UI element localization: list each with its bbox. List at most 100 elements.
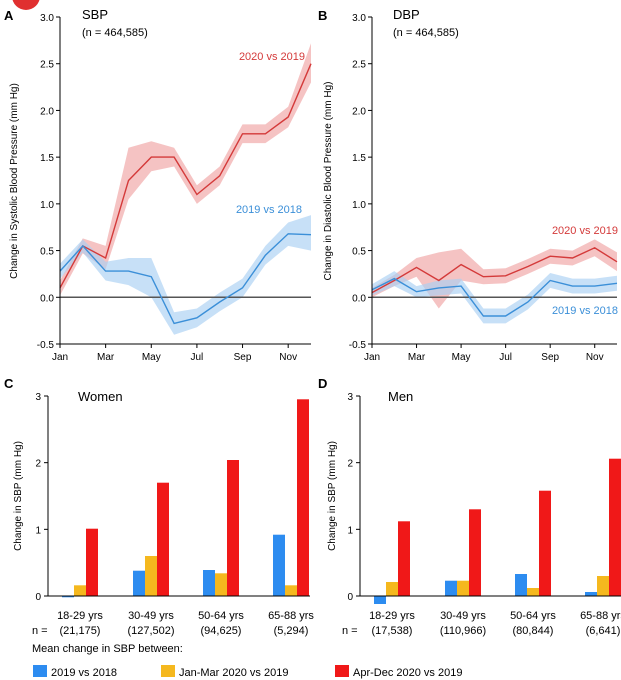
bar (203, 570, 215, 596)
x-tick-label: Mar (97, 352, 115, 363)
panel-c-title: Women (78, 389, 123, 404)
y-tick-label: 0.5 (40, 247, 54, 258)
category-label: 18-29 yrs (369, 610, 415, 622)
bar (215, 573, 227, 596)
panel-d-letter: D (318, 376, 327, 391)
y-tick-label: -0.5 (37, 340, 55, 351)
panel-d-n-label: n = (342, 625, 358, 637)
bar (609, 458, 621, 596)
y-tick-label: 0 (347, 592, 353, 603)
panel-d-ylabel: Change in SBP (mm Hg) (327, 441, 338, 551)
bar (86, 528, 98, 596)
x-tick-label: May (452, 352, 471, 363)
series-label: 2019 vs 2018 (552, 305, 618, 317)
y-tick-label: -0.5 (349, 340, 367, 351)
category-label: 65-88 yrs (580, 610, 621, 622)
n-count-label: (5,294) (274, 625, 309, 637)
bar (527, 588, 539, 596)
bar (445, 580, 457, 596)
y-tick-label: 1.5 (40, 153, 54, 164)
series-line-red (371, 247, 618, 294)
bar (227, 460, 239, 596)
y-tick-label: 2.5 (40, 60, 54, 71)
n-count-label: (21,175) (60, 625, 101, 637)
panel-b: B DBP (n = 464,585) Change in Diastolic … (318, 7, 618, 363)
ci-band-blue (60, 215, 311, 335)
x-tick-label: Nov (279, 352, 297, 363)
panel-c-n-label: n = (32, 625, 48, 637)
bar (145, 556, 157, 596)
category-label: 65-88 yrs (268, 610, 314, 622)
panel-c-ylabel: Change in SBP (mm Hg) (13, 441, 24, 551)
y-tick-label: 1.5 (352, 153, 366, 164)
bar (398, 521, 410, 596)
panel-a-letter: A (4, 8, 14, 23)
legend-label-jan-mar-2020: Jan-Mar 2020 vs 2019 (179, 667, 288, 679)
panel-a-subtitle: (n = 464,585) (82, 27, 148, 39)
bar (62, 596, 74, 598)
panel-c: C Women Change in SBP (mm Hg) n = 0 1 2 3 18… (4, 376, 314, 637)
y-tick-label: 3.0 (40, 13, 54, 24)
series-label: 2019 vs 2018 (236, 204, 302, 216)
n-count-label: (94,625) (201, 625, 242, 637)
bar (469, 509, 481, 596)
n-count-label: (127,502) (127, 625, 174, 637)
x-tick-label: Nov (586, 352, 604, 363)
series-label: 2020 vs 2019 (239, 51, 305, 63)
y-tick-label: 1 (35, 525, 41, 536)
y-tick-label: 3.0 (352, 13, 366, 24)
bar (285, 585, 297, 596)
x-tick-label: Jan (52, 352, 68, 363)
series-line-red (59, 63, 312, 289)
bar (457, 580, 469, 596)
n-count-label: (110,966) (440, 625, 486, 637)
legend-swatch-blue (33, 665, 47, 677)
series-line-blue (59, 233, 312, 325)
bar (585, 592, 597, 596)
corner-badge (12, 0, 40, 10)
ci-band-blue (372, 271, 617, 324)
y-tick-label: 0.5 (352, 247, 366, 258)
panel-d-title: Men (388, 389, 413, 404)
category-label: 50-64 yrs (510, 610, 556, 622)
y-tick-label: 0.0 (40, 293, 54, 304)
y-tick-label: 0.0 (352, 293, 366, 304)
y-tick-label: 1.0 (352, 200, 366, 211)
x-tick-label: Sep (234, 352, 252, 363)
bar (597, 576, 609, 596)
bar (297, 399, 309, 596)
y-tick-label: 3 (35, 392, 41, 403)
n-count-label: (6,641) (586, 625, 621, 637)
bar (515, 574, 527, 596)
bar (157, 482, 169, 596)
panel-a-title: SBP (82, 7, 108, 22)
category-label: 50-64 yrs (198, 610, 244, 622)
n-count-label: (17,538) (372, 625, 413, 637)
n-count-label: (80,844) (513, 625, 554, 637)
panel-b-title: DBP (393, 7, 420, 22)
panel-d: D Men Change in SBP (mm Hg) n = 0 1 2 3 18-2… (318, 376, 621, 637)
panel-c-letter: C (4, 376, 14, 391)
series-line-blue (371, 277, 618, 317)
bar (74, 585, 86, 596)
category-label: 18-29 yrs (57, 610, 103, 622)
x-tick-label: Jul (499, 352, 512, 363)
panel-b-ylabel: Change in Diastolic Blood Pressure (mm H… (323, 82, 334, 281)
legend: Mean change in SBP between: 2019 vs 2018… (32, 643, 462, 679)
x-tick-label: Jul (191, 352, 204, 363)
y-tick-label: 2.0 (352, 106, 366, 117)
bar (273, 534, 285, 596)
bar (386, 582, 398, 596)
panel-b-subtitle: (n = 464,585) (393, 27, 459, 39)
bar (539, 490, 551, 596)
legend-title: Mean change in SBP between: (32, 643, 183, 655)
ci-band-red (372, 239, 617, 309)
ci-band-red (60, 43, 311, 296)
y-tick-label: 3 (347, 392, 353, 403)
legend-label-apr-dec-2020: Apr-Dec 2020 vs 2019 (353, 667, 462, 679)
y-tick-label: 1.0 (40, 200, 54, 211)
panel-a-ylabel: Change in Systolic Blood Pressure (mm Hg… (9, 83, 20, 279)
y-tick-label: 2.5 (352, 60, 366, 71)
x-tick-label: Sep (541, 352, 559, 363)
